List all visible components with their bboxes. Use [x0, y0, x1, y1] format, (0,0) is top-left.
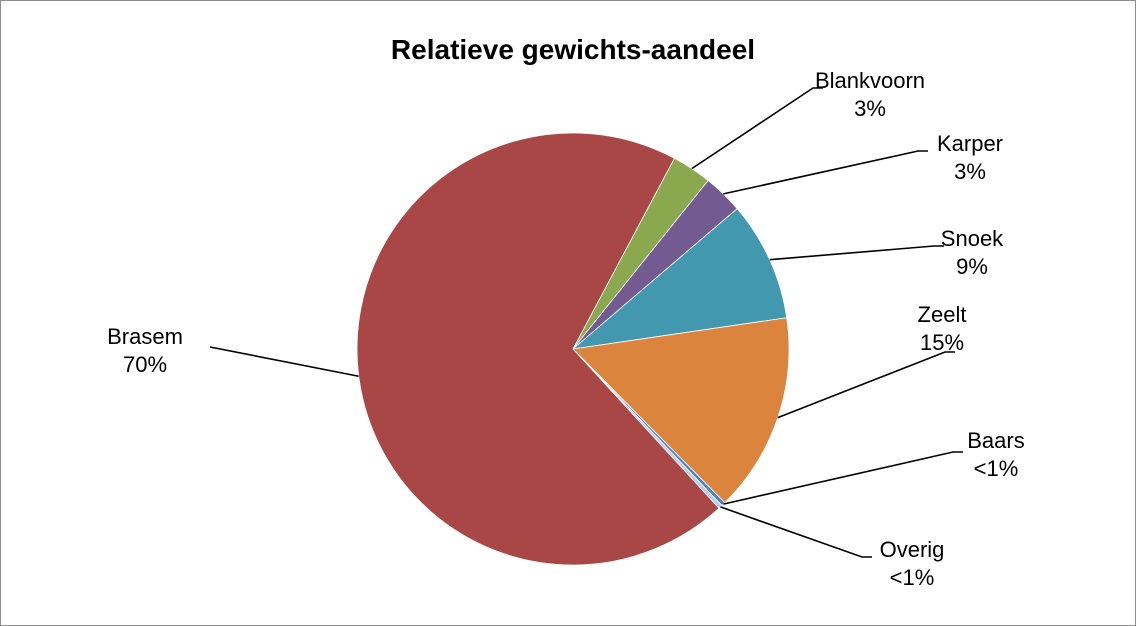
- leader-line-overig: [720, 506, 872, 558]
- data-label-name: Zeelt: [918, 302, 967, 327]
- leader-line-baars: [723, 451, 963, 505]
- data-label-baars: Baars <1%: [967, 428, 1024, 481]
- data-label-snoek: Snoek 9%: [941, 226, 1004, 279]
- leader-line-brasem: [209, 346, 359, 378]
- chart-title: Relatieve gewichts-aandeel: [391, 34, 755, 65]
- leader-line-blankvoorn: [691, 87, 823, 170]
- data-label-value: 9%: [956, 254, 988, 279]
- data-label-name: Overig: [880, 537, 945, 562]
- data-label-brasem: Brasem 70%: [107, 324, 183, 377]
- data-label-value: 3%: [854, 96, 886, 121]
- data-label-overig: Overig <1%: [880, 537, 945, 590]
- leader-lines: [209, 87, 963, 558]
- data-label-zeelt: Zeelt 15%: [918, 302, 967, 355]
- data-label-name: Brasem: [107, 324, 183, 349]
- leader-line-snoek: [769, 245, 944, 261]
- data-label-value: <1%: [974, 456, 1019, 481]
- data-label-name: Karper: [937, 131, 1003, 156]
- pie-slices: [356, 132, 790, 566]
- data-label-name: Snoek: [941, 226, 1004, 251]
- data-labels: Blankvoorn 3% Karper 3% Snoek 9% Zeelt 15% Baars…: [107, 68, 1025, 590]
- data-label-karper: Karper 3%: [937, 131, 1003, 184]
- pie-slice-brasem: [356, 132, 720, 566]
- data-label-name: Blankvoorn: [815, 68, 925, 93]
- data-label-value: 3%: [954, 159, 986, 184]
- data-label-value: 70%: [123, 352, 167, 377]
- data-label-value: <1%: [890, 565, 935, 590]
- data-label-value: 15%: [920, 330, 964, 355]
- leader-line-karper: [723, 150, 928, 195]
- data-label-name: Baars: [967, 428, 1024, 453]
- pie-slice-zeelt: [572, 317, 790, 504]
- data-label-blankvoorn: Blankvoorn 3%: [815, 68, 925, 121]
- leader-line-zeelt: [777, 351, 955, 419]
